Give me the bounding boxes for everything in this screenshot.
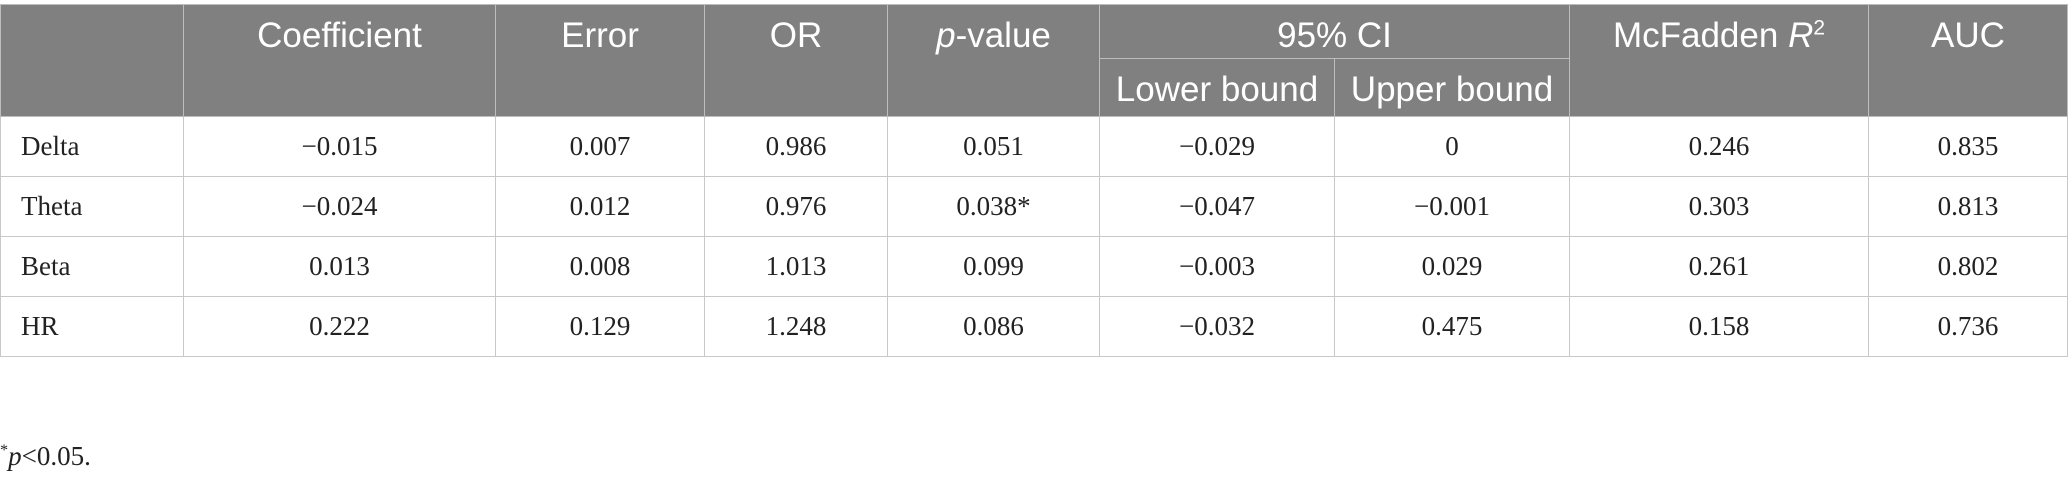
results-table: Coefficient Error OR p-value 95% CI McFa… [0, 4, 2068, 357]
cell-or: 1.013 [704, 236, 888, 297]
table-row: Delta −0.015 0.007 0.986 0.051 −0.029 0 … [0, 116, 2068, 177]
header-error: Error [495, 4, 705, 117]
header-coefficient: Coefficient [183, 4, 496, 117]
table-header: Coefficient Error OR p-value 95% CI McFa… [0, 4, 2068, 117]
cell-lower-bound: −0.032 [1099, 296, 1335, 357]
header-row-main: Coefficient Error OR p-value 95% CI McFa… [0, 4, 2068, 117]
cell-upper-bound: 0.475 [1334, 296, 1570, 357]
table-row: Theta −0.024 0.012 0.976 0.038* −0.047 −… [0, 176, 2068, 237]
header-p-value: p-value [887, 4, 1100, 117]
cell-or: 0.976 [704, 176, 888, 237]
header-ci: 95% CI [1099, 4, 1570, 59]
cell-error: 0.129 [495, 296, 705, 357]
header-row-sub: Lower bound Upper bound [1, 58, 2068, 117]
table-body: Delta −0.015 0.007 0.986 0.051 −0.029 0 … [0, 116, 2068, 357]
cell-error: 0.008 [495, 236, 705, 297]
cell-or: 1.248 [704, 296, 888, 357]
header-upper-bound: Upper bound [1334, 58, 1570, 117]
cell-mcfadden: 0.303 [1569, 176, 1869, 237]
cell-auc: 0.835 [1868, 116, 2068, 177]
cell-mcfadden: 0.261 [1569, 236, 1869, 297]
footnote-star: * [0, 441, 9, 459]
cell-upper-bound: 0 [1334, 116, 1570, 177]
table-row: Beta 0.013 0.008 1.013 0.099 −0.003 0.02… [0, 236, 2068, 297]
cell-upper-bound: −0.001 [1334, 176, 1570, 237]
cell-mcfadden: 0.246 [1569, 116, 1869, 177]
row-label: Beta [0, 236, 184, 297]
cell-p-value: 0.038* [887, 176, 1100, 237]
footnote-text: <0.05. [21, 441, 91, 471]
header-mcfadden-r: R [1788, 16, 1814, 55]
header-p-value-text: -value [955, 16, 1051, 55]
row-label: Delta [0, 116, 184, 177]
header-p-italic: p [936, 16, 956, 55]
cell-lower-bound: −0.047 [1099, 176, 1335, 237]
cell-auc: 0.736 [1868, 296, 2068, 357]
row-label: Theta [0, 176, 184, 237]
cell-coefficient: 0.013 [183, 236, 496, 297]
cell-lower-bound: −0.003 [1099, 236, 1335, 297]
row-label: HR [0, 296, 184, 357]
table-row: HR 0.222 0.129 1.248 0.086 −0.032 0.475 … [0, 296, 2068, 357]
cell-auc: 0.813 [1868, 176, 2068, 237]
cell-p-value: 0.099 [887, 236, 1100, 297]
header-lower-bound: Lower bound [1099, 58, 1335, 117]
header-mcfadden: McFadden R2 [1569, 4, 1869, 117]
cell-coefficient: −0.024 [183, 176, 496, 237]
header-mcfadden-text: McFadden [1612, 16, 1789, 55]
cell-coefficient: 0.222 [183, 296, 496, 357]
header-mcfadden-exponent: 2 [1813, 16, 1826, 40]
footnote-p: p [8, 441, 22, 471]
cell-coefficient: −0.015 [183, 116, 496, 177]
table-footnote: *p<0.05. [0, 441, 91, 472]
cell-auc: 0.802 [1868, 236, 2068, 297]
cell-upper-bound: 0.029 [1334, 236, 1570, 297]
header-row-label [0, 4, 184, 117]
cell-mcfadden: 0.158 [1569, 296, 1869, 357]
header-or: OR [704, 4, 888, 117]
cell-p-value: 0.051 [887, 116, 1100, 177]
cell-p-value: 0.086 [887, 296, 1100, 357]
cell-error: 0.007 [495, 116, 705, 177]
cell-lower-bound: −0.029 [1099, 116, 1335, 177]
cell-error: 0.012 [495, 176, 705, 237]
cell-or: 0.986 [704, 116, 888, 177]
header-auc: AUC [1868, 4, 2068, 117]
